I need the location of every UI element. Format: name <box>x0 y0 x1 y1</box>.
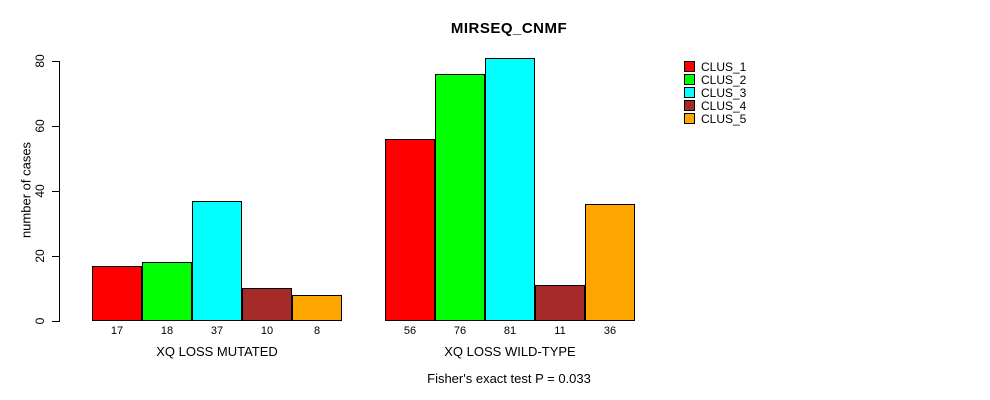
bar-value-label: 10 <box>260 325 274 337</box>
y-axis-tick <box>52 191 59 192</box>
bar-clus_3-2 <box>485 58 535 321</box>
legend-swatch-icon <box>684 100 695 111</box>
legend-swatch-icon <box>684 61 695 72</box>
legend-label: CLUS_2 <box>701 72 747 87</box>
legend-label: CLUS_3 <box>701 85 747 100</box>
legend-swatch-icon <box>684 74 695 85</box>
fisher-test-annotation: Fisher's exact test P = 0.033 <box>427 371 591 386</box>
y-axis-title: number of cases <box>18 141 34 239</box>
legend-label: CLUS_1 <box>701 59 747 74</box>
legend-label: CLUS_4 <box>701 98 747 113</box>
bar-clus_3-1 <box>192 201 242 321</box>
legend-item-clus_4: CLUS_4 <box>684 98 747 113</box>
group-label: XQ LOSS WILD-TYPE <box>444 344 576 359</box>
chart-title: MIRSEQ_CNMF <box>450 20 568 37</box>
bar-clus_2-2 <box>435 74 485 321</box>
y-axis-tick <box>52 256 59 257</box>
legend-item-clus_3: CLUS_3 <box>684 85 747 100</box>
bar-clus_5-2 <box>585 204 635 321</box>
y-axis-tick <box>52 126 59 127</box>
bar-clus_2-1 <box>142 262 192 321</box>
group-label: XQ LOSS MUTATED <box>156 344 278 359</box>
y-axis-tick <box>52 321 59 322</box>
legend-label: CLUS_5 <box>701 111 747 126</box>
y-axis-line <box>59 61 60 322</box>
y-axis-tick-label: 60 <box>33 119 47 133</box>
bar-value-label: 11 <box>554 325 566 337</box>
bar-value-label: 8 <box>313 325 321 337</box>
legend-swatch-icon <box>684 113 695 124</box>
legend-item-clus_5: CLUS_5 <box>684 111 747 126</box>
bar-clus_1-2 <box>385 139 435 321</box>
bar-clus_1-1 <box>92 266 142 321</box>
legend-swatch-icon <box>684 87 695 98</box>
y-axis-tick-label: 20 <box>33 249 47 263</box>
bar-clus_4-1 <box>242 288 292 321</box>
y-axis-tick-label: 40 <box>33 184 47 198</box>
legend-item-clus_1: CLUS_1 <box>684 59 747 74</box>
bar-value-label: 56 <box>403 325 417 337</box>
bar-clus_4-2 <box>535 285 585 321</box>
y-axis-tick-label: 0 <box>33 317 47 325</box>
bar-value-label: 18 <box>160 325 174 337</box>
legend-item-clus_2: CLUS_2 <box>684 72 747 87</box>
y-axis-tick <box>52 61 59 62</box>
bar-value-label: 37 <box>210 325 224 337</box>
bar-value-label: 36 <box>603 325 617 337</box>
bar-clus_5-1 <box>292 295 342 321</box>
bar-value-label: 81 <box>503 325 517 337</box>
legend: CLUS_1 CLUS_2 CLUS_3 CLUS_4 CLUS_5 <box>684 59 747 126</box>
y-axis-tick-label: 80 <box>33 54 47 68</box>
bar-value-label: 76 <box>453 325 467 337</box>
bar-value-label: 17 <box>110 325 124 337</box>
